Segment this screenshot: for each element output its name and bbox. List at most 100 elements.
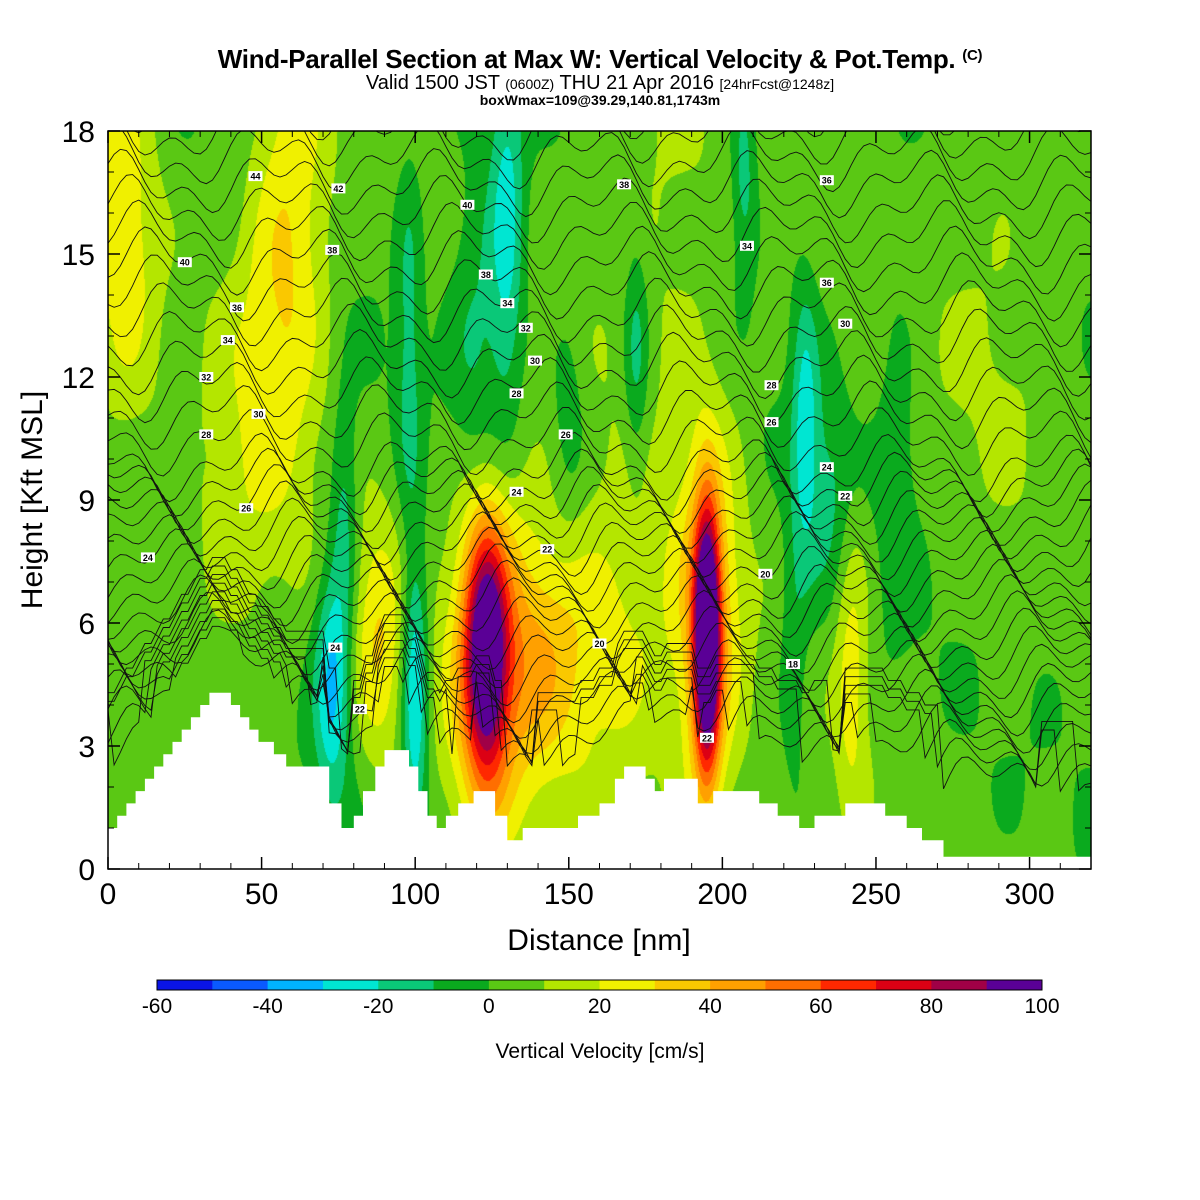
svg-text:30: 30	[530, 356, 540, 366]
y-tick-label: 18	[62, 116, 95, 149]
svg-text:40: 40	[180, 258, 190, 268]
theta-label: 32	[518, 322, 533, 333]
colorbar-swatch	[378, 980, 435, 990]
svg-text:22: 22	[355, 705, 365, 715]
theta-contour	[108, 526, 1091, 598]
colorbar-swatch	[599, 980, 656, 990]
theta-contour	[108, 199, 1091, 270]
valid-zulu: (0600Z)	[505, 76, 555, 92]
theta-label: 36	[819, 175, 834, 186]
x-tick-label: 0	[100, 878, 117, 911]
theta-label: 34	[500, 298, 515, 309]
svg-text:22: 22	[542, 545, 552, 555]
theta-label: 24	[328, 642, 343, 653]
theta-label: 28	[509, 388, 524, 399]
theta-label: 26	[558, 429, 573, 440]
theta-label: 18	[786, 659, 801, 670]
colorbar-tick-label: -60	[142, 995, 172, 1018]
theta-contour	[108, 0, 1091, 10]
theta-contour	[108, 600, 1091, 739]
colorbar-swatch	[654, 980, 711, 990]
theta-label: 28	[199, 429, 214, 440]
theta-label: 34	[739, 240, 754, 251]
svg-text:26: 26	[241, 504, 251, 514]
valid-date: THU 21 Apr 2016	[559, 72, 714, 94]
colorbar-tick-label: -20	[363, 995, 393, 1018]
colorbar-swatch	[157, 980, 213, 990]
svg-text:42: 42	[333, 184, 343, 194]
y-tick-label: 15	[62, 239, 95, 272]
colorbar-swatch	[876, 980, 932, 990]
svg-text:34: 34	[223, 336, 233, 346]
theta-label: 40	[460, 199, 475, 210]
theta-label: 38	[478, 269, 493, 280]
colorbar-tick-label: 20	[588, 995, 611, 1018]
box-wmax-info: boxWmax=109@39.29,140.81,1743m	[479, 92, 721, 108]
svg-text:40: 40	[462, 200, 472, 210]
svg-text:24: 24	[330, 643, 340, 653]
y-axis-label: Height [Kft MSL]	[16, 391, 49, 609]
svg-text:20: 20	[594, 639, 604, 649]
x-tick-label: 50	[245, 878, 278, 911]
x-tick-label: 250	[851, 878, 901, 911]
svg-text:38: 38	[619, 180, 629, 190]
theta-label: 42	[331, 183, 346, 194]
theta-label: 22	[352, 704, 367, 715]
title-main: Wind-Parallel Section at Max W: Vertical…	[217, 44, 956, 74]
theta-contour	[108, 354, 1091, 426]
svg-text:28: 28	[512, 389, 522, 399]
svg-text:36: 36	[822, 278, 832, 288]
colorbar-swatch	[488, 980, 545, 990]
chart-title: Wind-Parallel Section at Max W: Vertical…	[0, 44, 1200, 75]
svg-text:26: 26	[767, 418, 777, 428]
y-tick-label: 0	[78, 854, 95, 887]
theta-contour	[108, 463, 1091, 534]
theta-label: 22	[700, 732, 715, 743]
x-tick-label: 150	[544, 878, 594, 911]
theta-contour	[108, 558, 1091, 629]
svg-text:18: 18	[788, 660, 798, 670]
colorbar-swatch	[710, 980, 766, 990]
colorbar-swatch	[931, 980, 988, 990]
chart-subtitle: Valid 1500 JST (0600Z) THU 21 Apr 2016 […	[0, 72, 1200, 95]
colorbar-swatch	[267, 980, 324, 990]
theta-contour	[108, 380, 1091, 451]
colorbar-swatch	[212, 980, 269, 990]
theta-contour	[108, 0, 1091, 62]
x-axis-label: Distance [nm]	[507, 924, 690, 957]
theta-contour	[108, 406, 1091, 477]
colorbar-tick-label: 80	[920, 995, 943, 1018]
svg-text:32: 32	[521, 323, 531, 333]
x-tick-label: 100	[390, 878, 440, 911]
theta-label: 24	[509, 486, 524, 497]
theta-label: 24	[819, 462, 834, 473]
svg-text:32: 32	[201, 373, 211, 383]
terrain-mask	[108, 692, 1091, 869]
colorbar-tick-label: 0	[483, 995, 495, 1018]
svg-text:38: 38	[481, 270, 491, 280]
theta-contour	[108, 447, 1091, 519]
theta-contour	[122, 131, 1091, 193]
theta-contour	[108, 0, 1091, 37]
theta-label: 38	[617, 179, 632, 190]
theta-contour	[108, 543, 1091, 613]
theta-contour	[108, 510, 1091, 581]
theta-contour	[108, 328, 1091, 399]
theta-contour	[108, 479, 1091, 549]
colorbar-swatch	[765, 980, 822, 990]
theta-contour	[132, 131, 955, 141]
svg-text:36: 36	[822, 176, 832, 186]
colorbar-swatch	[544, 980, 600, 990]
theta-contour	[108, 431, 1091, 503]
y-tick-label: 12	[62, 362, 95, 395]
svg-text:30: 30	[254, 409, 264, 419]
svg-text:34: 34	[502, 299, 512, 309]
theta-contour	[108, 277, 1091, 348]
theta-label: 30	[251, 408, 266, 419]
colorbar-tick-label: 100	[1024, 995, 1059, 1018]
theta-contour	[108, 591, 1091, 755]
theta-label: 22	[838, 490, 853, 501]
theta-label: 30	[527, 355, 542, 366]
svg-text:36: 36	[232, 303, 242, 313]
